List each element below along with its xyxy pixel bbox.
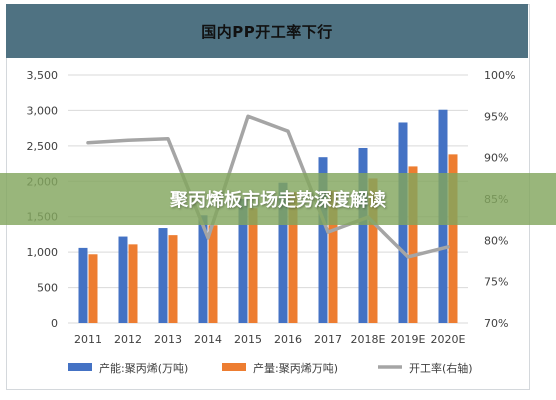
bar-output [168, 235, 178, 323]
y-tick-label: 500 [37, 282, 58, 295]
y-tick-label: 3,500 [27, 69, 59, 82]
legend-swatch [222, 363, 246, 371]
y2-tick-label: 90% [484, 152, 508, 165]
y2-tick-label: 75% [484, 276, 508, 289]
bar-output [448, 154, 458, 323]
bar-capacity [198, 215, 208, 323]
bar-output [408, 166, 418, 323]
x-tick-label: 2015 [234, 333, 262, 346]
bar-capacity [78, 247, 88, 323]
bar-output [368, 178, 378, 323]
chart-title-bar: 国内PP开工率下行 [6, 4, 528, 58]
line-operating-rate [86, 114, 450, 259]
x-tick-label: 2013 [154, 333, 182, 346]
bar-capacity [278, 182, 288, 323]
bar-output [328, 190, 338, 323]
x-tick-label: 2011 [74, 333, 102, 346]
y2-tick-label: 70% [484, 317, 508, 330]
bar-output [248, 208, 258, 323]
x-tick-label: 2017 [314, 333, 342, 346]
chart-title: 国内PP开工率下行 [201, 22, 333, 41]
y2-tick-label: 80% [484, 234, 508, 247]
y2-tick-label: 100% [484, 69, 515, 82]
legend-swatch [68, 363, 92, 371]
x-tick-label: 2018E [351, 333, 386, 346]
y2-tick-label: 95% [484, 110, 508, 123]
x-tick-label: 2019E [391, 333, 426, 346]
legend-label: 产量:聚丙烯万吨) [253, 361, 338, 375]
bar-output [128, 244, 138, 323]
banner-text: 聚丙烯板市场走势深度解读 [170, 190, 386, 211]
x-tick-label: 2020E [431, 333, 466, 346]
y-tick-label: 2,500 [27, 140, 59, 153]
bar-output [208, 225, 218, 323]
legend-label: 开工率(右轴) [409, 361, 473, 375]
legend-label: 产能:聚丙烯(万吨) [99, 361, 188, 375]
overlay-banner: 聚丙烯板市场走势深度解读 [0, 173, 556, 225]
x-tick-label: 2016 [274, 333, 302, 346]
bar-capacity [238, 199, 248, 323]
bar-capacity [158, 228, 168, 323]
x-tick-label: 2012 [114, 333, 142, 346]
x-tick-label: 2014 [194, 333, 222, 346]
y-tick-label: 3,000 [27, 104, 59, 117]
bar-capacity [118, 236, 128, 323]
bar-capacity [318, 157, 328, 323]
bar-output [288, 191, 298, 323]
bar-output [88, 254, 98, 323]
y-tick-label: 1,000 [27, 246, 59, 259]
y-tick-label: 0 [51, 317, 58, 330]
bar-capacity [358, 147, 368, 323]
